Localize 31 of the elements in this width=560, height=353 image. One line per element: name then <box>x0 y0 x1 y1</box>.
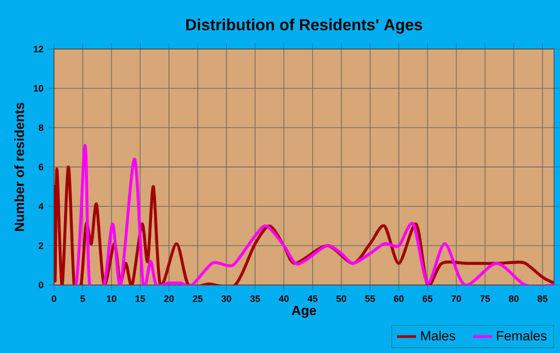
x-tick-label: 10 <box>106 295 116 302</box>
x-tick-label: 5 <box>80 295 86 302</box>
x-tick-label: 75 <box>480 295 490 302</box>
x-tick-label: 45 <box>308 295 318 302</box>
x-tick-label: 60 <box>394 295 404 302</box>
chart-title: Distribution of Residents' Ages <box>186 18 422 34</box>
x-tick-label: 55 <box>365 295 376 302</box>
x-tick-label: 50 <box>336 295 346 302</box>
y-axis-title: Number of residents <box>14 102 24 231</box>
x-tick-label: 85 <box>538 295 548 302</box>
y-tick-label: 12 <box>34 46 44 52</box>
line-series <box>54 144 554 285</box>
x-tick-label: 40 <box>278 295 289 302</box>
legend-label: Males <box>421 330 456 340</box>
x-tick-label: 70 <box>452 295 462 302</box>
x-tick-label: 35 <box>250 295 260 302</box>
y-tick-label: 8 <box>38 124 44 131</box>
y-tick-label: 0 <box>38 282 44 288</box>
x-tick-label: 25 <box>192 295 203 302</box>
y-tick-label: 4 <box>38 203 44 210</box>
y-tick-label: 2 <box>38 242 44 249</box>
x-tick-label: 80 <box>508 295 519 302</box>
x-axis-title: Age <box>292 306 316 318</box>
x-tick-label: 15 <box>136 295 146 302</box>
x-tick-label: 30 <box>221 295 232 302</box>
legend-label: Females <box>497 330 547 340</box>
y-tick-label: 10 <box>34 85 44 92</box>
x-tick-label: 0 <box>52 295 56 302</box>
x-tick-label: 20 <box>164 295 174 302</box>
x-tick-label: 65 <box>422 295 432 302</box>
y-tick-label: 6 <box>38 164 44 170</box>
